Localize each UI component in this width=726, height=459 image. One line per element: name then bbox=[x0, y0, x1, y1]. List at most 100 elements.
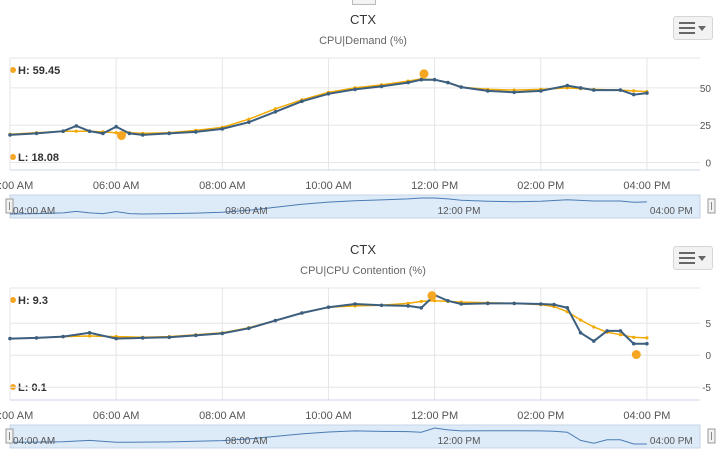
data-point-actual bbox=[539, 302, 543, 306]
navigator-series-line bbox=[9, 427, 647, 445]
data-point-actual bbox=[605, 329, 609, 333]
data-point-actual bbox=[220, 331, 225, 336]
y-tick-label: 50 bbox=[700, 84, 712, 95]
data-point-actual bbox=[273, 318, 278, 323]
low-label: L: 0.1 bbox=[18, 382, 47, 394]
data-point-trend bbox=[419, 299, 423, 303]
x-tick-label: 08:00 AM bbox=[199, 180, 245, 192]
navigator-label: 04:00 AM bbox=[13, 436, 55, 447]
low-marker bbox=[631, 350, 641, 360]
data-point-actual bbox=[167, 131, 171, 136]
x-tick-label: 04:00 PM bbox=[623, 410, 670, 422]
data-point-actual bbox=[406, 304, 410, 308]
data-point-actual bbox=[34, 131, 39, 136]
data-point-trend bbox=[247, 117, 251, 121]
data-point-actual bbox=[300, 99, 304, 104]
chevron-down-icon bbox=[698, 256, 706, 261]
navigator-selection[interactable] bbox=[9, 424, 701, 449]
data-point-actual bbox=[61, 334, 65, 339]
data-point-actual bbox=[114, 336, 118, 341]
data-point-actual bbox=[485, 89, 490, 93]
x-tick-label: 04:00 PM bbox=[623, 180, 670, 192]
x-tick-label: 12:00 PM bbox=[411, 410, 458, 422]
high-marker bbox=[419, 69, 429, 79]
data-point-actual bbox=[114, 124, 118, 129]
data-point-actual bbox=[247, 120, 251, 124]
top-resize-handle[interactable] bbox=[352, 0, 376, 5]
data-point-actual bbox=[419, 77, 424, 82]
data-point-trend bbox=[88, 334, 92, 338]
data-point-actual bbox=[631, 92, 636, 97]
navigator-series-line bbox=[9, 197, 647, 215]
data-point-actual bbox=[61, 129, 65, 133]
data-point-actual bbox=[645, 91, 649, 95]
data-point-actual bbox=[300, 311, 304, 315]
data-point-actual bbox=[140, 336, 145, 340]
data-point-actual bbox=[220, 127, 225, 131]
data-point-actual bbox=[592, 88, 596, 92]
hamburger-menu-icon bbox=[679, 22, 695, 37]
data-point-actual bbox=[592, 339, 596, 343]
data-point-actual bbox=[539, 89, 543, 93]
x-tick-label: 02:00 PM bbox=[517, 180, 564, 192]
low-label: L: 18.08 bbox=[18, 152, 59, 164]
data-point-actual bbox=[459, 85, 464, 89]
navigator-label: 04:00 PM bbox=[650, 206, 693, 217]
data-point-actual bbox=[552, 302, 556, 307]
navigator-label: 04:00 PM bbox=[650, 436, 693, 447]
data-point-actual bbox=[74, 124, 79, 128]
y-tick-label: 0 bbox=[705, 351, 711, 362]
data-point-trend bbox=[114, 131, 118, 135]
chart-menu-button[interactable] bbox=[673, 246, 713, 270]
chevron-down-icon bbox=[698, 26, 706, 31]
data-point-actual bbox=[140, 133, 145, 137]
data-point-actual bbox=[379, 303, 384, 308]
chart-subtitle: CPU|Demand (%) bbox=[319, 35, 407, 47]
data-point-actual bbox=[87, 129, 92, 133]
high-marker bbox=[427, 291, 437, 301]
navigator-selection[interactable] bbox=[9, 194, 701, 219]
data-point-actual bbox=[273, 110, 278, 114]
navigator-label: 12:00 PM bbox=[438, 206, 481, 217]
series-line-actual bbox=[9, 78, 648, 136]
chart-menu-button[interactable] bbox=[673, 16, 713, 40]
data-point-actual bbox=[194, 333, 198, 338]
navigator-label: 12:00 PM bbox=[438, 436, 481, 447]
x-tick-label: 10:00 AM bbox=[305, 410, 351, 422]
data-point-actual bbox=[419, 306, 424, 310]
data-point-actual bbox=[8, 133, 12, 137]
data-point-trend bbox=[632, 335, 636, 339]
data-point-actual bbox=[446, 80, 450, 85]
data-point-trend bbox=[632, 89, 636, 93]
x-tick-label: 02:00 PM bbox=[517, 410, 564, 422]
data-point-trend bbox=[406, 301, 410, 305]
x-tick-label: 08:00 AM bbox=[199, 410, 245, 422]
data-point-actual bbox=[512, 90, 516, 95]
low-marker bbox=[116, 131, 126, 141]
x-tick-label: 06:00 AM bbox=[93, 180, 139, 192]
data-point-actual bbox=[446, 299, 450, 303]
chart-title: CTX bbox=[350, 242, 376, 257]
cpu-demand-chart: CTX CPU|Demand (%) H: 59.45 L: 18.08 04:… bbox=[0, 12, 716, 219]
data-point-actual bbox=[127, 131, 132, 136]
data-point-actual bbox=[459, 302, 464, 306]
data-point-actual bbox=[485, 301, 490, 306]
data-point-actual bbox=[618, 88, 623, 92]
y-tick-label: 25 bbox=[700, 121, 712, 132]
x-tick-label: 10:00 AM bbox=[305, 180, 351, 192]
data-point-trend bbox=[74, 129, 78, 133]
high-label: H: 59.45 bbox=[18, 65, 60, 77]
navigator-label: 04:00 AM bbox=[13, 206, 55, 217]
chart-title: CTX bbox=[350, 12, 376, 27]
data-point-actual bbox=[578, 86, 583, 90]
data-point-trend bbox=[592, 325, 596, 329]
data-point-trend bbox=[579, 318, 583, 322]
data-point-actual bbox=[406, 80, 410, 85]
navigator-label: 08:00 AM bbox=[225, 206, 267, 217]
data-point-actual bbox=[8, 336, 12, 341]
x-tick-label: 04:00 AM bbox=[0, 410, 33, 422]
data-point-trend bbox=[645, 336, 649, 340]
data-point-actual bbox=[353, 302, 357, 306]
low-legend-dot bbox=[10, 154, 16, 160]
data-point-trend bbox=[273, 107, 277, 111]
